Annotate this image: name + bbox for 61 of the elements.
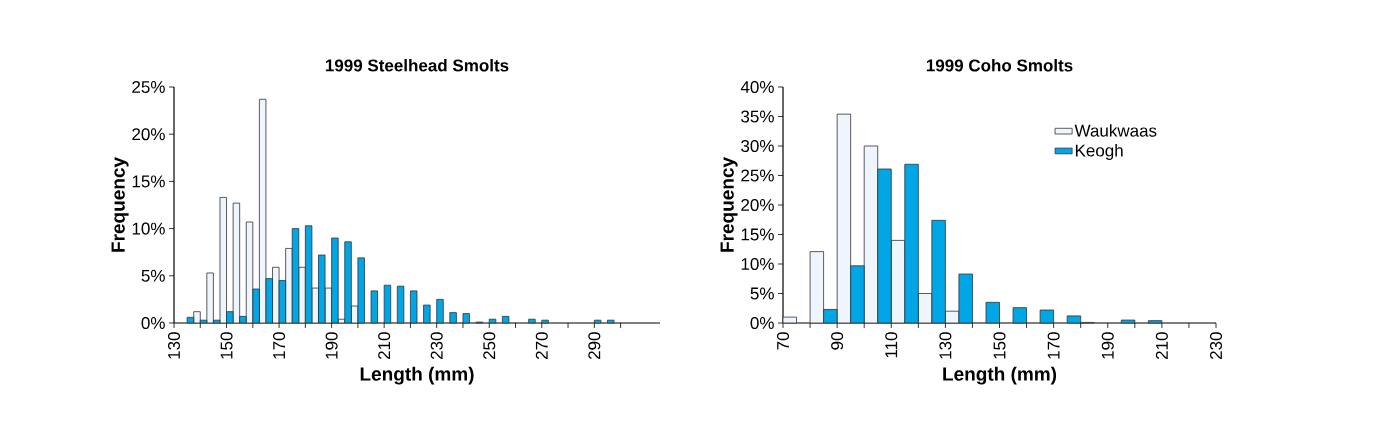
bar xyxy=(423,304,431,324)
bar xyxy=(1147,320,1163,324)
x-tick-label: 130 xyxy=(167,332,181,359)
y-tick-label: 20% xyxy=(741,198,774,212)
x-tick-label: 190 xyxy=(325,332,338,359)
x-tick-label: 190 xyxy=(1101,332,1114,359)
x-tick-label: 170 xyxy=(1047,332,1060,359)
bar xyxy=(501,315,510,324)
x-tick-label: 210 xyxy=(378,332,391,360)
x-tick-label: 210 xyxy=(1155,332,1168,360)
y-tick-label: 0% xyxy=(141,316,165,330)
x-tick-label: 170 xyxy=(273,332,286,359)
x-tick-label: 230 xyxy=(430,332,443,360)
y-tick-label: 40% xyxy=(740,80,774,94)
y-tick-label: 20% xyxy=(132,128,165,141)
y-tick-label: 25% xyxy=(132,80,165,94)
x-tick-label: 250 xyxy=(483,332,496,360)
bar xyxy=(488,318,497,324)
bar xyxy=(370,290,378,324)
y-tick-label: 0% xyxy=(750,316,774,330)
bar xyxy=(593,319,602,324)
y-tick-label: 15% xyxy=(741,228,774,241)
bar xyxy=(383,284,392,324)
bar xyxy=(528,318,536,324)
x-tick-label: 150 xyxy=(993,332,1006,359)
y-tick-label: 15% xyxy=(132,175,165,188)
bar xyxy=(1039,309,1055,324)
y-axis-title: Frequency xyxy=(720,157,738,252)
y-axis-title: Frequency xyxy=(111,157,129,252)
x-tick-label: 150 xyxy=(220,332,233,359)
x-tick-label: 90 xyxy=(831,332,844,350)
bar xyxy=(1120,319,1136,324)
bar xyxy=(985,301,1000,324)
bar xyxy=(436,299,444,324)
y-tick-label: 10% xyxy=(132,222,165,235)
x-axis-title: Length (mm) xyxy=(943,366,1057,385)
y-tick-label: 30% xyxy=(741,139,774,153)
x-tick-label: 110 xyxy=(885,332,898,358)
y-tick-label: 35% xyxy=(741,110,774,123)
bar xyxy=(782,316,797,324)
bar xyxy=(607,319,615,324)
bar xyxy=(449,312,457,324)
x-tick-label: 130 xyxy=(939,332,952,359)
y-tick-label: 10% xyxy=(741,257,774,271)
bar xyxy=(396,285,405,324)
legend-label: Waukwaas xyxy=(1074,124,1157,137)
x-tick-label: 230 xyxy=(1209,332,1223,360)
y-tick-label: 5% xyxy=(141,269,165,282)
bar xyxy=(541,319,549,324)
x-axis-title: Length (mm) xyxy=(360,366,474,385)
bar xyxy=(462,313,470,324)
x-tick-label: 70 xyxy=(776,332,790,350)
x-tick-label: 290 xyxy=(588,332,601,360)
y-tick-label: 5% xyxy=(750,287,774,300)
chart-title: 1999 Coho Smolts xyxy=(926,58,1073,72)
legend-label: Keogh xyxy=(1075,144,1123,160)
y-tick-label: 25% xyxy=(741,169,774,182)
chart-title: 1999 Steelhead Smolts xyxy=(325,58,509,72)
bar xyxy=(1012,307,1027,324)
bar xyxy=(410,290,418,324)
x-tick-label: 270 xyxy=(535,332,548,360)
